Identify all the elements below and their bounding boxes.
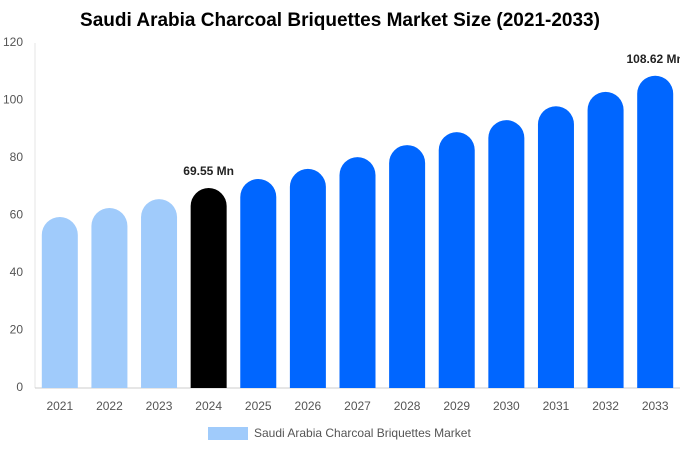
bar bbox=[637, 75, 674, 388]
x-tick-label: 2023 bbox=[146, 399, 173, 413]
value-label: 108.62 Mn bbox=[627, 52, 680, 66]
x-tick-label: 2033 bbox=[642, 399, 669, 413]
value-label: 69.55 Mn bbox=[183, 164, 234, 178]
legend-label: Saudi Arabia Charcoal Briquettes Market bbox=[254, 426, 471, 440]
x-tick-label: 2027 bbox=[344, 399, 371, 413]
bar bbox=[240, 178, 277, 388]
x-tick-label: 2022 bbox=[96, 399, 123, 413]
x-tick-label: 2026 bbox=[295, 399, 322, 413]
bar bbox=[537, 106, 574, 388]
x-tick-label: 2029 bbox=[443, 399, 470, 413]
bar bbox=[289, 168, 326, 388]
y-tick-label: 80 bbox=[10, 150, 24, 164]
bar bbox=[488, 120, 525, 388]
y-tick-label: 60 bbox=[10, 208, 24, 222]
bar bbox=[389, 145, 426, 388]
x-tick-label: 2031 bbox=[543, 399, 570, 413]
bar bbox=[141, 199, 178, 388]
bar bbox=[91, 208, 128, 388]
bar bbox=[190, 188, 227, 388]
y-tick-label: 20 bbox=[10, 323, 24, 337]
y-tick-label: 0 bbox=[16, 380, 23, 394]
x-tick-label: 2024 bbox=[195, 399, 222, 413]
bar bbox=[339, 157, 376, 388]
bar bbox=[587, 91, 624, 388]
bar bbox=[438, 132, 475, 388]
bar bbox=[41, 216, 78, 388]
x-tick-label: 2021 bbox=[46, 399, 73, 413]
x-tick-label: 2032 bbox=[592, 399, 619, 413]
y-tick-label: 40 bbox=[10, 265, 24, 279]
y-tick-label: 120 bbox=[3, 35, 23, 49]
y-tick-label: 100 bbox=[3, 93, 23, 107]
x-tick-label: 2025 bbox=[245, 399, 272, 413]
x-tick-label: 2028 bbox=[394, 399, 421, 413]
legend-swatch bbox=[208, 427, 248, 440]
chart-title: Saudi Arabia Charcoal Briquettes Market … bbox=[80, 10, 600, 31]
x-tick-label: 2030 bbox=[493, 399, 520, 413]
